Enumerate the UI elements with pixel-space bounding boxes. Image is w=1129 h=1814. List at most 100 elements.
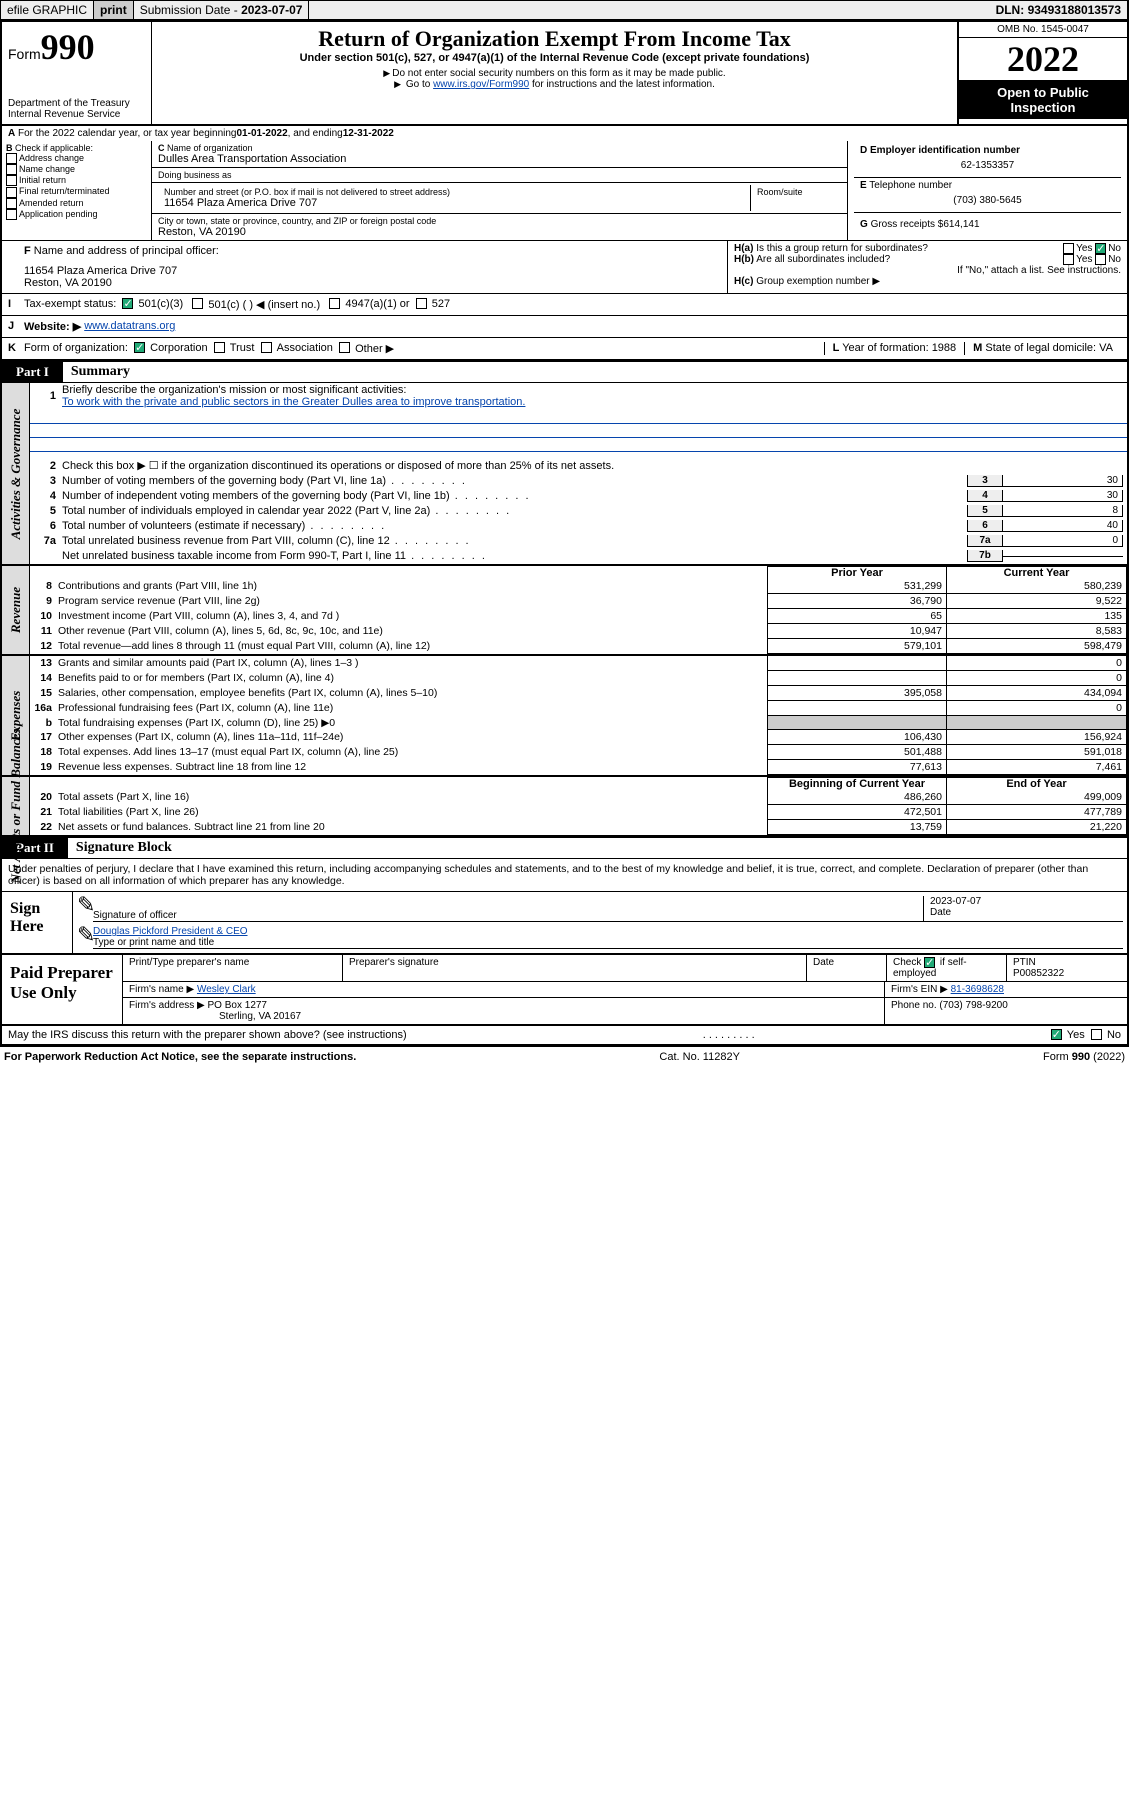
line-desc: Other revenue (Part VIII, column (A), li…	[58, 624, 767, 639]
line-desc: Total number of individuals employed in …	[62, 505, 967, 517]
col-prior: 65	[767, 609, 947, 624]
col-current: 21,220	[947, 820, 1127, 835]
checkbox-other[interactable]	[339, 342, 350, 353]
col-current: 156,924	[947, 730, 1127, 745]
checkbox-amended[interactable]	[6, 198, 17, 209]
line-value: 30	[1003, 490, 1123, 502]
checkbox-ha-no[interactable]	[1095, 243, 1106, 254]
officer-name[interactable]: Douglas Pickford President & CEO	[93, 926, 1123, 937]
ein: 62-1353357	[860, 156, 1115, 175]
entity-band: B Check if applicable: Address change Na…	[0, 141, 1129, 241]
col-current: 591,018	[947, 745, 1127, 760]
website-link[interactable]: www.datatrans.org	[84, 320, 175, 333]
org-city: Reston, VA 20190	[158, 226, 841, 238]
ptin: P00852322	[1013, 968, 1064, 979]
checkbox-trust[interactable]	[214, 342, 225, 353]
line-value	[1003, 556, 1123, 557]
col-current	[947, 716, 1127, 730]
table-row: 16aProfessional fundraising fees (Part I…	[30, 701, 1127, 716]
firm-addr1: PO Box 1277	[208, 1000, 267, 1011]
penalty-text: Under penalties of perjury, I declare th…	[0, 859, 1129, 891]
line-number: 17	[30, 730, 58, 745]
line-desc: Professional fundraising fees (Part IX, …	[58, 701, 767, 716]
checkbox-501c[interactable]	[192, 298, 203, 309]
checkbox-hb-yes[interactable]	[1063, 254, 1074, 265]
mission-text[interactable]: To work with the private and public sect…	[62, 396, 525, 408]
checkbox-self-employed[interactable]	[924, 957, 935, 968]
line-number: 18	[30, 745, 58, 760]
section-netassets: Net Assets or Fund Balances Beginning of…	[2, 777, 1127, 835]
mission-line	[30, 426, 1127, 438]
line-number: 16a	[30, 701, 58, 716]
checkbox-discuss-no[interactable]	[1091, 1029, 1102, 1040]
col-current: 0	[947, 671, 1127, 686]
topbar-spacer	[309, 8, 989, 12]
print-button[interactable]: print	[94, 1, 134, 19]
line-desc: Net unrelated business taxable income fr…	[62, 550, 967, 562]
checkbox-4947[interactable]	[329, 298, 340, 309]
checkbox-final-return[interactable]	[6, 187, 17, 198]
checkbox-ha-yes[interactable]	[1063, 243, 1074, 254]
sign-date: 2023-07-07	[930, 896, 1123, 907]
line-number: 13	[30, 656, 58, 671]
col-prior: 77,613	[767, 760, 947, 775]
checkbox-address-change[interactable]	[6, 153, 17, 164]
line-number: 8	[30, 579, 58, 594]
checkbox-527[interactable]	[416, 298, 427, 309]
checkbox-discuss-yes[interactable]	[1051, 1029, 1062, 1040]
form-subtitle: Under section 501(c), 527, or 4947(a)(1)…	[160, 52, 949, 64]
line-desc: Total liabilities (Part X, line 26)	[58, 805, 767, 820]
header-right: OMB No. 1545-0047 2022 Open to Public In…	[957, 22, 1127, 124]
line-desc: Total assets (Part X, line 16)	[58, 790, 767, 805]
line-desc: Other expenses (Part IX, column (A), lin…	[58, 730, 767, 745]
table-row: 7aTotal unrelated business revenue from …	[30, 534, 1127, 549]
col-current: 0	[947, 701, 1127, 716]
irs-link[interactable]: www.irs.gov/Form990	[433, 79, 529, 90]
part2-header: Part II Signature Block	[0, 837, 1129, 859]
efile-label: efile GRAPHIC	[1, 1, 94, 19]
col-current: 135	[947, 609, 1127, 624]
table-row: 11Other revenue (Part VIII, column (A), …	[30, 624, 1127, 639]
line-desc: Number of independent voting members of …	[62, 490, 967, 502]
line-value: 0	[1003, 535, 1123, 547]
firm-name[interactable]: Wesley Clark	[197, 984, 256, 995]
dln: DLN: 93493188013573	[990, 1, 1128, 19]
line-desc: Total expenses. Add lines 13–17 (must eq…	[58, 745, 767, 760]
note-goto: Go to www.irs.gov/Form990 for instructio…	[160, 79, 949, 90]
line-number: 22	[30, 820, 58, 835]
sign-label: Sign Here	[2, 892, 72, 953]
section-revenue: Revenue Prior Year Current Year 8Contrib…	[2, 566, 1127, 656]
line-J: J Website: ▶ www.datatrans.org	[0, 316, 1129, 338]
telephone: (703) 380-5645	[860, 191, 1115, 210]
pen-icon: ✎	[77, 896, 93, 922]
part1-tab: Part I	[2, 362, 63, 382]
line-desc: Total number of volunteers (estimate if …	[62, 520, 967, 532]
checkbox-501c3[interactable]	[122, 298, 133, 309]
checkbox-corp[interactable]	[134, 342, 145, 353]
line-number: 6	[34, 520, 62, 532]
line-key: 6	[967, 520, 1003, 532]
checkbox-hb-no[interactable]	[1095, 254, 1106, 265]
mission-line	[30, 412, 1127, 424]
firm-ein[interactable]: 81-3698628	[951, 984, 1004, 995]
line-key: 7b	[967, 550, 1003, 562]
checkbox-initial-return[interactable]	[6, 175, 17, 186]
line-value: 8	[1003, 505, 1123, 517]
line-desc: Contributions and grants (Part VIII, lin…	[58, 579, 767, 594]
firm-addr2: Sterling, VA 20167	[219, 1011, 301, 1022]
checkbox-name-change[interactable]	[6, 164, 17, 175]
line-desc: Total fundraising expenses (Part IX, col…	[58, 716, 767, 730]
paid-label: Paid Preparer Use Only	[2, 955, 122, 1024]
checkbox-app-pending[interactable]	[6, 209, 17, 220]
line-number: 5	[34, 505, 62, 517]
table-row: 20Total assets (Part X, line 16)486,2604…	[30, 790, 1127, 805]
checkbox-assoc[interactable]	[261, 342, 272, 353]
line-desc: Total unrelated business revenue from Pa…	[62, 535, 967, 547]
col-prior: 36,790	[767, 594, 947, 609]
col-current: 477,789	[947, 805, 1127, 820]
table-row: 10Investment income (Part VIII, column (…	[30, 609, 1127, 624]
header-left: Form990 Department of the Treasury Inter…	[2, 22, 152, 124]
col-current: 7,461	[947, 760, 1127, 775]
table-row: 19Revenue less expenses. Subtract line 1…	[30, 760, 1127, 775]
line-desc: Revenue less expenses. Subtract line 18 …	[58, 760, 767, 775]
